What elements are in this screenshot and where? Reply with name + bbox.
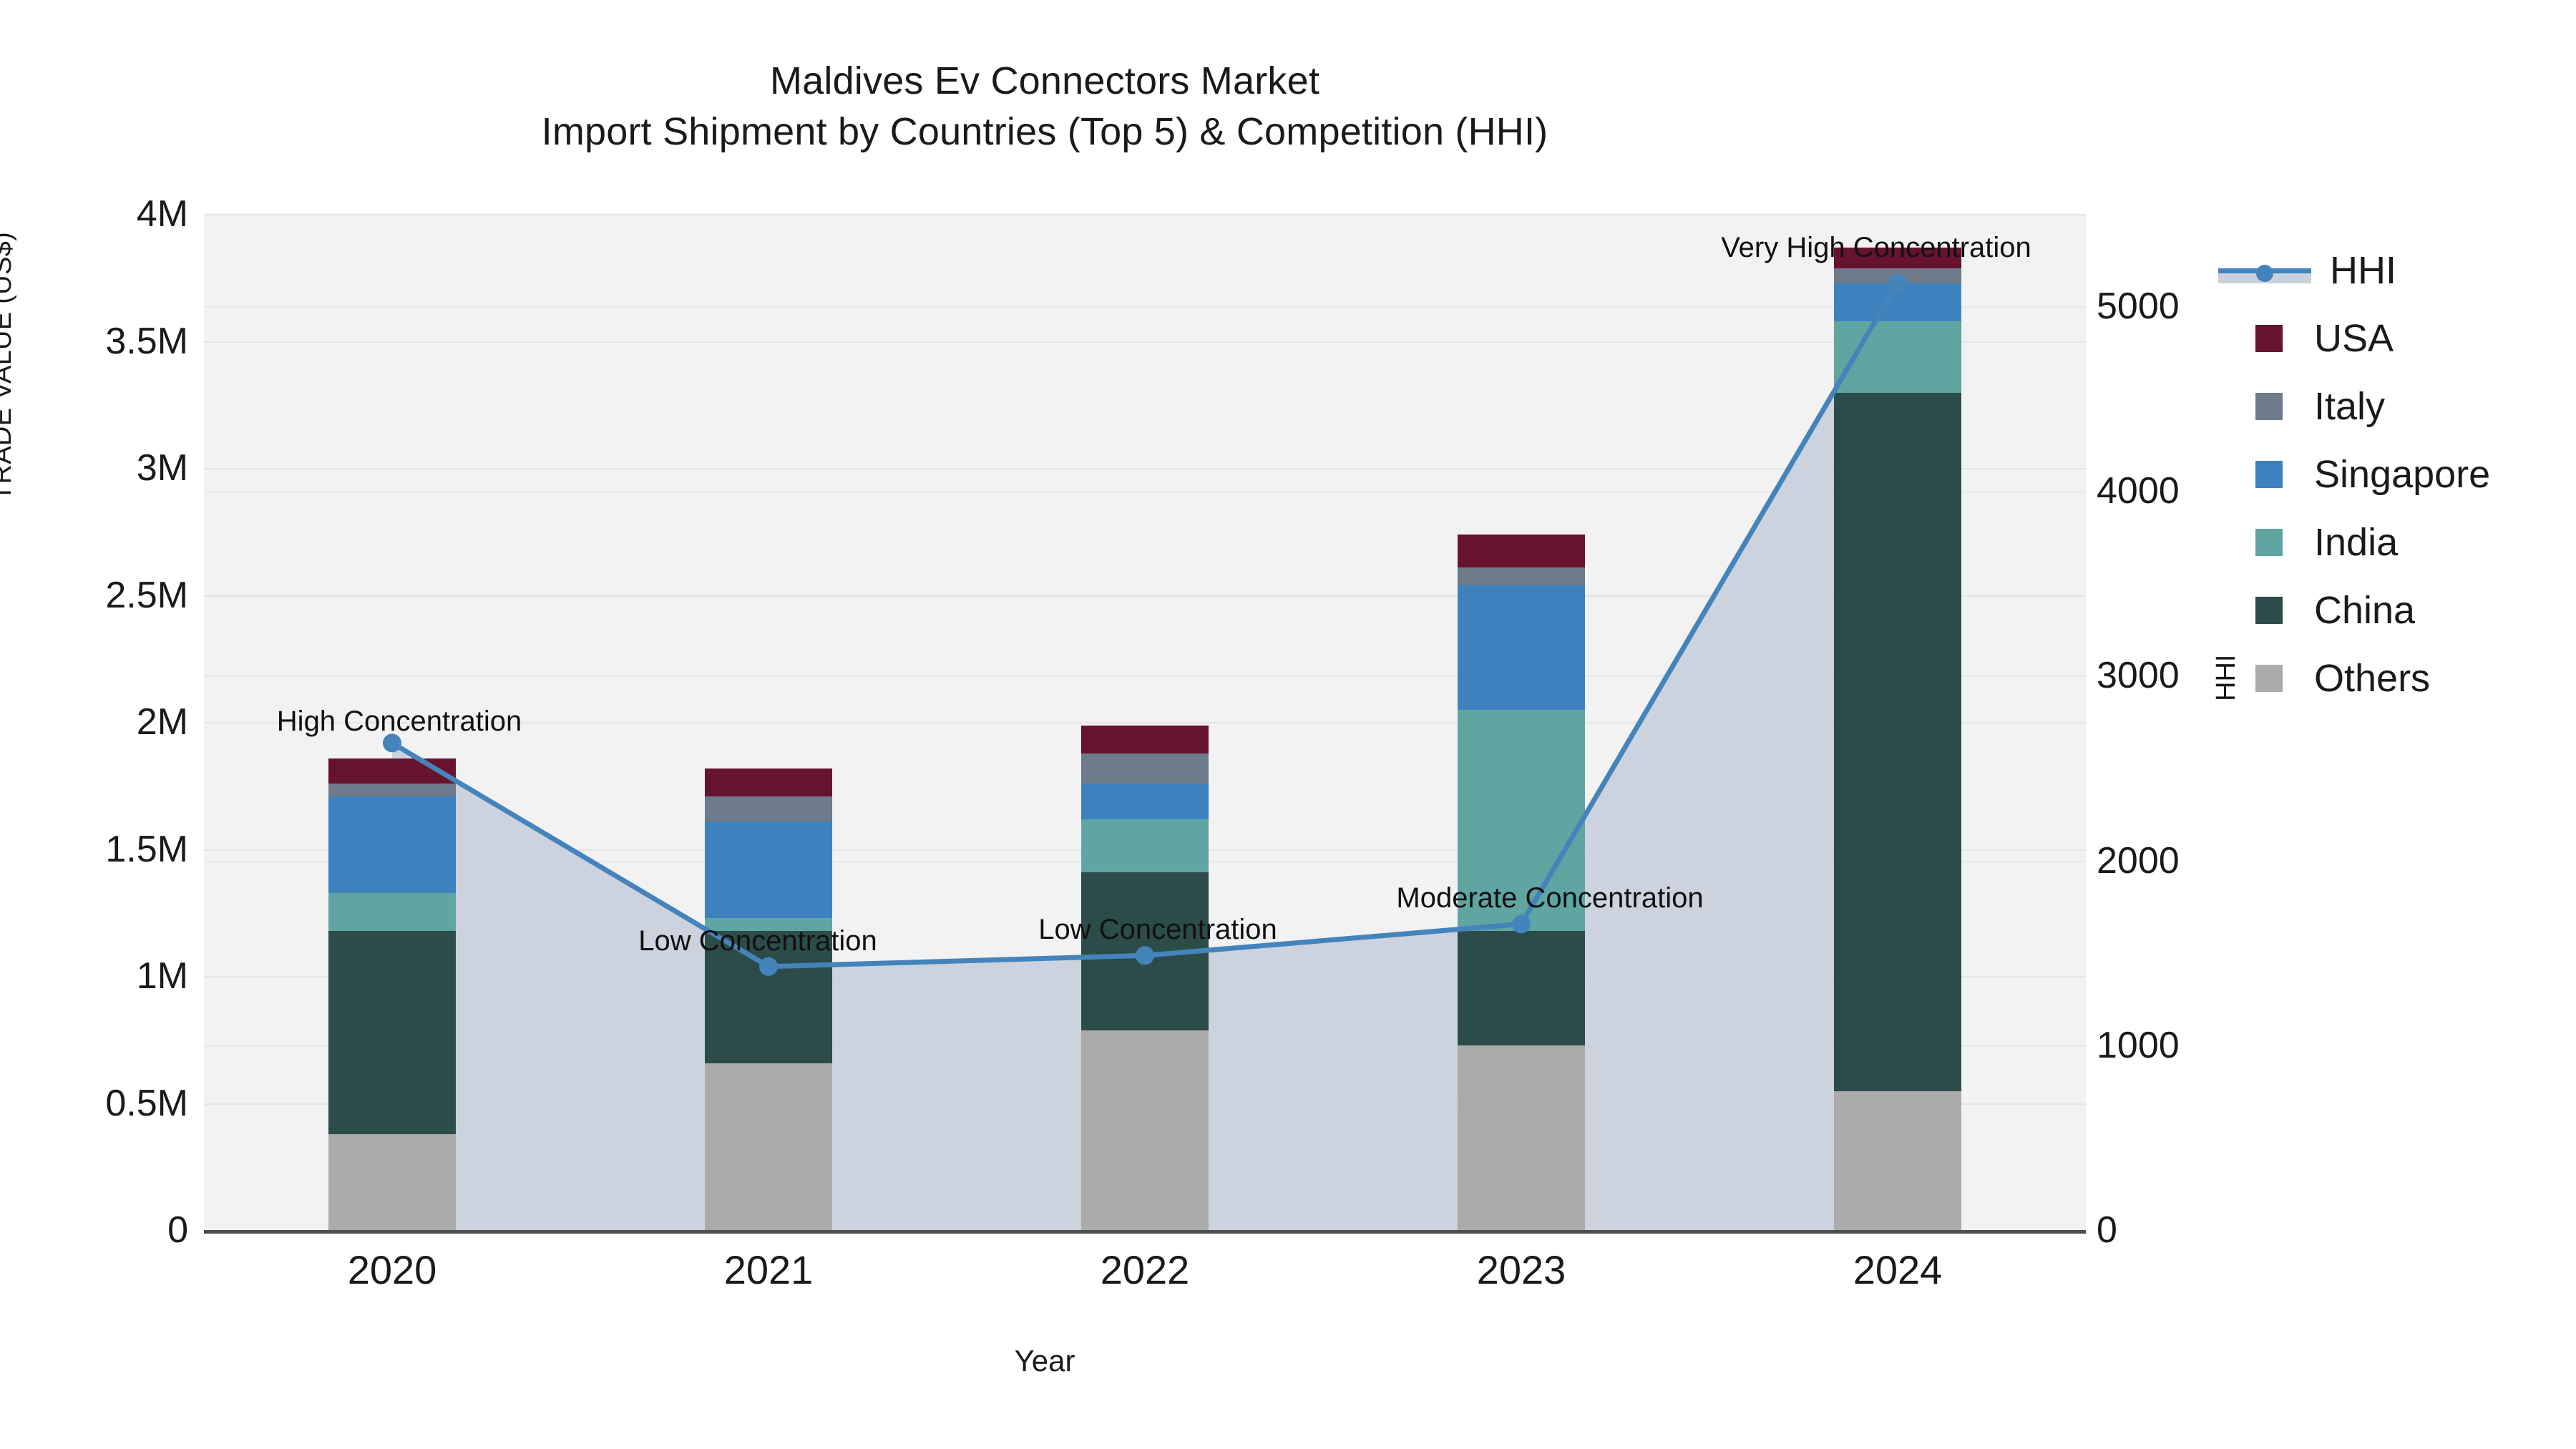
legend-swatch-icon bbox=[2255, 664, 2283, 692]
y-axis-left-tick: 4M bbox=[136, 193, 188, 235]
bar-segment[interactable] bbox=[328, 931, 457, 1135]
legend-item-label: HHI bbox=[2330, 248, 2396, 292]
bar-segment[interactable] bbox=[704, 821, 833, 919]
legend-swatch-icon bbox=[2255, 392, 2283, 420]
legend-item-label: USA bbox=[2314, 316, 2394, 360]
y-axis-right-tick: 3000 bbox=[2097, 655, 2180, 697]
bar-segment[interactable] bbox=[1457, 585, 1586, 711]
concentration-annotation: Moderate Concentration bbox=[1396, 882, 1704, 914]
bar-segment[interactable] bbox=[328, 758, 457, 784]
legend-item-india[interactable]: India bbox=[2211, 508, 2576, 576]
legend-line-marker-icon bbox=[2218, 257, 2311, 284]
legend-item-singapore[interactable]: Singapore bbox=[2211, 440, 2576, 508]
bar-group[interactable] bbox=[704, 215, 833, 1231]
legend-item-china[interactable]: China bbox=[2211, 576, 2576, 644]
legend-item-usa[interactable]: USA bbox=[2211, 304, 2576, 372]
bar-segment[interactable] bbox=[1833, 283, 1962, 322]
bar-segment[interactable] bbox=[1080, 725, 1209, 753]
bar-segment[interactable] bbox=[328, 796, 457, 893]
y-axis-right-tick: 1000 bbox=[2097, 1024, 2180, 1066]
bar-group[interactable] bbox=[1833, 215, 1962, 1231]
bar-segment[interactable] bbox=[1457, 567, 1586, 586]
legend-item-others[interactable]: Others bbox=[2211, 644, 2576, 712]
bar-segment[interactable] bbox=[1833, 1091, 1962, 1231]
bar-segment[interactable] bbox=[704, 768, 833, 796]
y-axis-left-tick: 1M bbox=[136, 955, 188, 997]
bar-segment[interactable] bbox=[1457, 535, 1586, 568]
y-axis-left-tick: 2.5M bbox=[105, 574, 188, 616]
bar-segment[interactable] bbox=[1833, 321, 1962, 393]
concentration-annotation: High Concentration bbox=[276, 706, 522, 738]
chart-title-line-1: Maldives Ev Connectors Market bbox=[769, 59, 1320, 102]
legend-item-label: Others bbox=[2314, 656, 2431, 700]
x-axis-tick: 2020 bbox=[347, 1247, 437, 1292]
legend-item-hhi[interactable]: HHI bbox=[2211, 236, 2576, 304]
concentration-annotation: Low Concentration bbox=[1038, 914, 1277, 946]
legend-swatch-icon bbox=[2255, 460, 2283, 488]
x-axis-tick: 2023 bbox=[1476, 1247, 1566, 1292]
chart-title: Maldives Ev Connectors Market Import Shi… bbox=[0, 56, 2089, 158]
legend-item-italy[interactable]: Italy bbox=[2211, 372, 2576, 440]
bar-segment[interactable] bbox=[1833, 268, 1962, 283]
gridline-left bbox=[204, 214, 2086, 215]
chart-title-line-2: Import Shipment by Countries (Top 5) & C… bbox=[541, 110, 1548, 154]
bar-segment[interactable] bbox=[704, 1063, 833, 1231]
x-axis-tick: 2024 bbox=[1853, 1247, 1943, 1292]
bar-group[interactable] bbox=[1457, 215, 1586, 1231]
y-axis-left-label-wrap: TRADE VALUE (US$) bbox=[0, 232, 273, 544]
legend-item-label: Singapore bbox=[2314, 452, 2491, 496]
x-axis-tick: 2021 bbox=[723, 1247, 814, 1292]
bar-segment[interactable] bbox=[1833, 392, 1962, 1091]
y-axis-right-tick: 5000 bbox=[2097, 286, 2180, 328]
bar-segment[interactable] bbox=[1457, 931, 1586, 1045]
bar-segment[interactable] bbox=[328, 784, 457, 796]
bar-group[interactable] bbox=[1080, 215, 1209, 1231]
bar-segment[interactable] bbox=[1080, 784, 1209, 819]
bar-segment[interactable] bbox=[1080, 872, 1209, 1030]
x-axis-tick: 2022 bbox=[1100, 1247, 1190, 1292]
y-axis-left-tick: 0.5M bbox=[105, 1082, 188, 1124]
y-axis-right-tick: 2000 bbox=[2097, 839, 2180, 882]
concentration-annotation: Very High Concentration bbox=[1721, 231, 2031, 263]
legend-item-label: China bbox=[2314, 588, 2416, 632]
y-axis-left-tick: 3.5M bbox=[105, 320, 188, 362]
concentration-annotation: Low Concentration bbox=[638, 924, 877, 957]
y-axis-left-tick: 3M bbox=[136, 447, 188, 489]
chart-legend: HHI USA Italy Singapore India China Others bbox=[2211, 236, 2576, 712]
x-axis-label: Year bbox=[1014, 1344, 1075, 1377]
bar-segment[interactable] bbox=[704, 796, 833, 822]
y-axis-right-tick: 4000 bbox=[2097, 470, 2180, 512]
bar-segment[interactable] bbox=[1833, 248, 1962, 268]
bar-segment[interactable] bbox=[1080, 819, 1209, 873]
legend-swatch-icon bbox=[2255, 596, 2283, 624]
bar-segment[interactable] bbox=[1080, 753, 1209, 784]
y-axis-left-tick: 0 bbox=[167, 1209, 188, 1251]
y-axis-left-tick: 2M bbox=[136, 701, 188, 743]
legend-swatch-icon bbox=[2255, 324, 2283, 352]
x-axis-line bbox=[204, 1230, 2086, 1234]
bar-segment[interactable] bbox=[1080, 1030, 1209, 1231]
legend-item-label: India bbox=[2314, 520, 2399, 564]
bar-segment[interactable] bbox=[328, 1134, 457, 1231]
bar-segment[interactable] bbox=[328, 892, 457, 932]
y-axis-left-tick: 1.5M bbox=[105, 828, 188, 870]
bar-segment[interactable] bbox=[1457, 1045, 1586, 1231]
legend-swatch-icon bbox=[2255, 528, 2283, 556]
plot-area bbox=[204, 214, 2086, 1231]
legend-item-label: Italy bbox=[2314, 384, 2386, 428]
y-axis-right-tick: 0 bbox=[2097, 1209, 2117, 1251]
